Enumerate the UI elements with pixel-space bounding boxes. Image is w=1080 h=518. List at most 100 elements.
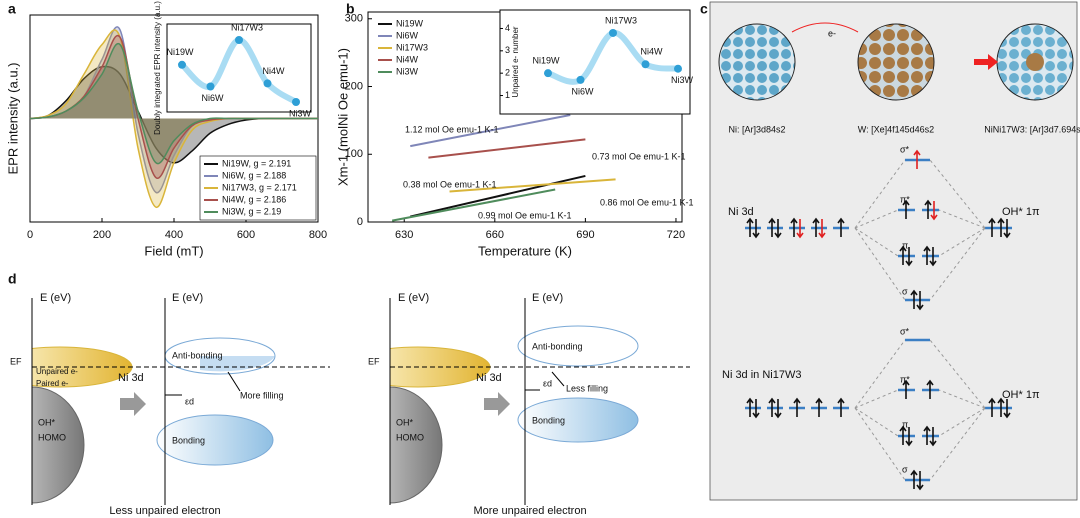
point-label: Ni17W3 <box>605 15 637 25</box>
correlation <box>854 209 899 229</box>
electron <box>815 397 823 417</box>
bonding-band <box>156 414 274 466</box>
level-label: π <box>902 419 908 429</box>
x-tick-label: 630 <box>395 229 413 241</box>
electron <box>916 291 924 311</box>
w-site <box>1026 53 1044 71</box>
orbital-label: Ni 3d in Ni17W3 <box>722 369 801 381</box>
correlation <box>938 209 986 229</box>
band-label: Bonding <box>532 415 565 425</box>
electron <box>818 219 826 239</box>
charts: 0 200 400 600 800 Field (mT) EPR intensity (a.… <box>5 1 693 259</box>
pointer <box>227 371 241 392</box>
x-tick-label: 600 <box>237 229 255 241</box>
electron <box>796 219 804 239</box>
electron <box>774 219 782 239</box>
fermi-label: EF <box>10 356 22 366</box>
y-axis-title: Unpaired e- number <box>511 26 520 97</box>
panel-c: e- Ni: [Ar]3d84s2 W: [Xe]4f145d46s2 NiNi… <box>709 1 1080 501</box>
annotation: 0.99 mol Oe emu-1 K-1 <box>478 210 572 220</box>
correlation <box>929 339 986 409</box>
level-label: σ* <box>900 326 910 336</box>
level-label: π <box>902 240 908 250</box>
legend-label: Ni6W, g = 2.188 <box>222 170 286 180</box>
y-axis-title: Xm-1 (molNi Oe emu-1) <box>335 48 350 186</box>
correlation <box>854 227 906 301</box>
panel-label: a <box>8 1 16 17</box>
point <box>292 98 300 106</box>
arrow-head <box>988 54 998 70</box>
electron <box>837 397 845 417</box>
line <box>449 178 616 193</box>
panel-label: d <box>8 271 17 287</box>
area <box>30 35 318 179</box>
axis-label: E (eV) <box>172 292 203 304</box>
electron <box>988 397 996 417</box>
electron <box>997 217 1005 237</box>
correlation <box>938 389 986 409</box>
y-tick-label: 4 <box>505 23 510 33</box>
band-label: Ni 3d <box>476 372 502 384</box>
y-tick-label: 1 <box>505 90 510 100</box>
line <box>428 138 586 159</box>
correlation <box>938 227 986 257</box>
panel-d: E (eV) E (eV) EF Unpaired e- Paired e- N… <box>10 292 690 517</box>
atom-label: NiNi17W3: [Ar]3d7.694s2 <box>984 124 1080 134</box>
atom-label: W: [Xe]4f145d46s2 <box>858 124 934 134</box>
legend-label: Ni3W <box>396 66 419 76</box>
electron <box>930 201 938 221</box>
level-label: σ* <box>900 144 910 154</box>
correlation <box>854 159 906 229</box>
point-label: Ni6W <box>572 86 595 96</box>
correlation <box>854 407 899 437</box>
fermi-label: EF <box>368 356 380 366</box>
band-label: Less filling <box>566 383 608 393</box>
axis-label: E (eV) <box>532 292 563 304</box>
x-tick-label: 720 <box>667 229 685 241</box>
point-label: Ni3W <box>671 75 694 85</box>
electron <box>997 397 1005 417</box>
y-tick-label: 300 <box>345 13 363 25</box>
atom-w <box>857 23 935 101</box>
annotation: 0.86 mol Oe emu-1 K-1 <box>600 197 694 207</box>
point-label: Ni19W <box>166 47 194 57</box>
annotation: 0.73 mol Oe emu-1 K-1 <box>592 151 686 161</box>
band-label: Paired e- <box>36 379 69 388</box>
electron <box>790 217 798 237</box>
y-axis-title: EPR intensity (a.u.) <box>5 63 20 175</box>
level-label: σ <box>902 286 908 296</box>
annotation: 1.12 mol Oe emu-1 K-1 <box>405 124 499 134</box>
electron <box>899 245 907 265</box>
atom-label: Ni: [Ar]3d84s2 <box>728 124 785 134</box>
legend-label: Ni19W, g = 2.191 <box>222 158 291 168</box>
pointer <box>551 371 565 387</box>
line <box>29 42 318 165</box>
band-label: Bonding <box>172 435 205 445</box>
x-axis-title: Temperature (K) <box>478 243 572 258</box>
mo-diagrams <box>745 149 1012 491</box>
point <box>263 79 272 88</box>
electron <box>812 217 820 237</box>
caption: More unpaired electron <box>473 505 586 517</box>
atom-ni <box>718 23 796 101</box>
line <box>410 113 571 148</box>
y-tick-label: 0 <box>357 216 363 228</box>
point <box>544 69 552 78</box>
point <box>674 64 682 73</box>
caption: Less unpaired electron <box>109 505 220 517</box>
electron <box>837 217 845 237</box>
bonding-band <box>517 397 639 443</box>
homo-band <box>390 386 443 504</box>
point <box>576 75 585 84</box>
legend-box <box>199 155 317 221</box>
point <box>206 82 215 91</box>
electron <box>923 245 931 265</box>
eps-label: εd <box>185 396 194 406</box>
y-tick-label: 2 <box>505 68 510 78</box>
point <box>178 60 186 69</box>
band-label: Unpaired e- <box>36 367 78 376</box>
electron <box>1003 399 1011 419</box>
band-label: Ni 3d <box>118 372 144 384</box>
panel-label: b <box>346 1 355 17</box>
electron <box>768 397 776 417</box>
